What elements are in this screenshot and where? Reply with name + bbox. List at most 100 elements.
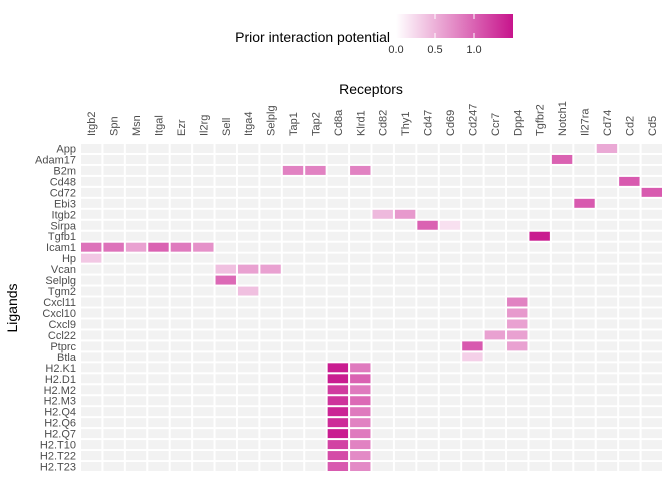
heatmap-cell-empty — [305, 319, 326, 329]
x-tick-label: Tgfbr2 — [535, 104, 547, 136]
heatmap-cell-empty — [551, 209, 573, 219]
heatmap-cell-empty — [574, 231, 595, 241]
heatmap-cell-empty — [282, 319, 304, 329]
heatmap-cell-empty — [619, 220, 640, 230]
heatmap-cell-empty — [394, 330, 416, 340]
heatmap-cell-empty — [125, 308, 147, 318]
heatmap-cell-empty — [260, 275, 281, 285]
heatmap-cell-empty — [619, 440, 640, 450]
heatmap-cell-empty — [529, 286, 550, 296]
heatmap-cell-empty — [170, 231, 192, 241]
heatmap-cell-empty — [529, 308, 550, 318]
heatmap-cell-empty — [462, 286, 483, 296]
heatmap-cell-empty — [574, 165, 595, 175]
heatmap-cell-empty — [215, 176, 236, 186]
heatmap-cell-empty — [462, 275, 483, 285]
heatmap-cell-empty — [148, 209, 169, 219]
heatmap-cell-empty — [484, 176, 506, 186]
heatmap-cell-empty — [462, 231, 483, 241]
heatmap-cell-empty — [484, 253, 506, 263]
heatmap-cell-empty — [484, 429, 506, 439]
heatmap-cell-B2m-Tap2 — [305, 165, 326, 175]
heatmap-cell-empty — [260, 451, 281, 461]
heatmap-cell-empty — [619, 253, 640, 263]
heatmap-cell-empty — [260, 385, 281, 395]
x-tick-label: Ccr7 — [490, 113, 502, 136]
heatmap-cell-empty — [574, 253, 595, 263]
heatmap-cell-Tgm2-Itga4 — [237, 286, 259, 296]
heatmap-cell-empty — [439, 319, 461, 329]
heatmap-cell-empty — [529, 187, 550, 197]
heatmap-cell-empty — [282, 374, 304, 384]
heatmap-cell-empty — [619, 231, 640, 241]
heatmap-cell-empty — [529, 374, 550, 384]
heatmap-cell-empty — [282, 396, 304, 406]
heatmap-cell-empty — [81, 275, 102, 285]
heatmap-cell-empty — [439, 286, 461, 296]
heatmap-cell-empty — [372, 385, 393, 395]
heatmap-cell-empty — [305, 154, 326, 164]
heatmap-cell-Vcan-Itga4 — [237, 264, 259, 274]
y-tick-label: H2.Q7 — [44, 429, 76, 441]
heatmap-cell-H2.T23-Klrd1 — [350, 462, 371, 471]
heatmap-cell-empty — [260, 462, 281, 471]
heatmap-cell-empty — [350, 198, 371, 208]
heatmap-cell-empty — [462, 165, 483, 175]
heatmap-cell-empty — [417, 165, 438, 175]
heatmap-cell-empty — [305, 231, 326, 241]
heatmap-cell-empty — [260, 286, 281, 296]
heatmap-cell-empty — [394, 319, 416, 329]
heatmap-cell-empty — [237, 187, 259, 197]
heatmap-cell-empty — [170, 319, 192, 329]
heatmap-cell-empty — [148, 154, 169, 164]
heatmap-cell-empty — [193, 176, 214, 186]
heatmap-cell-empty — [619, 286, 640, 296]
heatmap-cell-empty — [462, 330, 483, 340]
heatmap-cell-empty — [282, 451, 304, 461]
heatmap-cell-empty — [439, 363, 461, 373]
heatmap-cell-empty — [372, 297, 393, 307]
heatmap-cell-empty — [193, 253, 214, 263]
heatmap-cell-empty — [551, 242, 573, 252]
heatmap-cell-empty — [125, 418, 147, 428]
heatmap-cell-empty — [394, 165, 416, 175]
heatmap-cell-empty — [417, 154, 438, 164]
heatmap-cell-empty — [619, 209, 640, 219]
y-axis-title: Ligands — [4, 283, 20, 332]
heatmap-cell-empty — [237, 429, 259, 439]
heatmap-cell-empty — [237, 440, 259, 450]
heatmap-cell-empty — [148, 231, 169, 241]
heatmap-cell-empty — [327, 341, 349, 351]
heatmap-cell-empty — [125, 286, 147, 296]
heatmap-cell-empty — [462, 154, 483, 164]
heatmap-cell-empty — [596, 209, 618, 219]
heatmap-cell-empty — [148, 176, 169, 186]
x-tick-label: Tap2 — [310, 112, 322, 136]
heatmap-cell-empty — [619, 144, 640, 153]
heatmap-cell-empty — [439, 418, 461, 428]
heatmap-cell-empty — [417, 297, 438, 307]
heatmap-cell-empty — [103, 363, 124, 373]
heatmap-cell-empty — [372, 396, 393, 406]
x-tick-labels: Itgb2 Spn Msn Itgal Ezr Il2rg Sell Itga4 Selplg T… — [86, 101, 659, 136]
heatmap-cell-empty — [484, 275, 506, 285]
y-tick-label: Ptprc — [50, 341, 76, 353]
heatmap-cell-Cd72-Cd5 — [641, 187, 662, 197]
legend-tick-label: 0.5 — [427, 44, 442, 56]
heatmap-cell-H2.Q4-Klrd1 — [350, 407, 371, 417]
heatmap-cell-empty — [641, 297, 662, 307]
heatmap-cell-empty — [350, 286, 371, 296]
heatmap-cell-empty — [148, 374, 169, 384]
heatmap-cell-Icam1-Ezr — [170, 242, 192, 252]
legend-tick-label: 1.0 — [466, 44, 481, 56]
heatmap-cell-empty — [193, 165, 214, 175]
heatmap-cell-empty — [507, 242, 528, 252]
heatmap-cell-empty — [417, 429, 438, 439]
heatmap-cell-empty — [215, 319, 236, 329]
heatmap-cell-empty — [81, 231, 102, 241]
heatmap-cell-empty — [305, 264, 326, 274]
heatmap-cell-Icam1-Msn — [125, 242, 147, 252]
heatmap-cell-empty — [327, 308, 349, 318]
heatmap-cell-empty — [372, 418, 393, 428]
heatmap-cell-empty — [215, 253, 236, 263]
